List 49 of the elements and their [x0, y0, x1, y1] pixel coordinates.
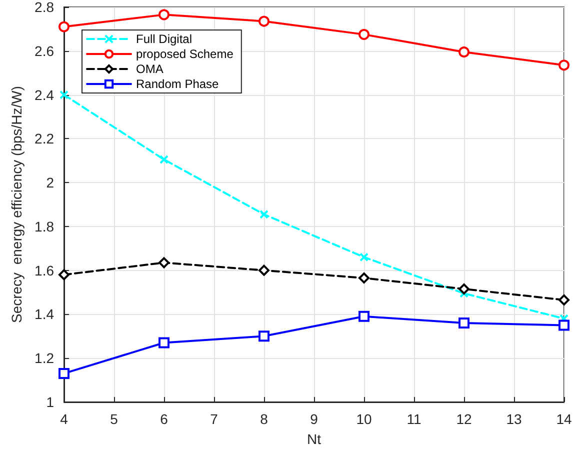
x-tick-label: 10 [356, 411, 372, 427]
x-tick-label: 11 [406, 411, 422, 427]
x-tick-label: 5 [110, 411, 118, 427]
point [158, 257, 170, 268]
x-tick-label: 12 [456, 411, 472, 427]
y-tick-label: 2.8 [34, 0, 54, 15]
point [458, 283, 470, 294]
point [458, 318, 470, 328]
point [360, 252, 368, 262]
point [258, 264, 270, 276]
y-tick-label: 2.4 [34, 86, 54, 103]
point [60, 90, 68, 100]
point [158, 9, 170, 20]
point [358, 272, 370, 284]
y-axis-title: Secrecy energy efficiency (bps/Hz/W) [8, 86, 25, 324]
legend-label: proposed Scheme [136, 47, 234, 61]
y-tick-label: 2.2 [34, 130, 54, 147]
legend-label: Full Digital [136, 32, 192, 46]
point [160, 155, 168, 164]
x-tick-label: 6 [160, 411, 168, 427]
y-tick-label: 1.4 [34, 306, 54, 322]
point [458, 46, 470, 58]
point [558, 294, 570, 306]
point [158, 337, 170, 348]
point [260, 210, 268, 219]
x-tick-label: 7 [210, 411, 218, 427]
point [258, 330, 270, 342]
x-tick-label: 9 [310, 411, 318, 427]
y-tick-label: 1.2 [34, 350, 54, 366]
point [558, 320, 570, 331]
point [558, 60, 570, 71]
x-tick-label: 4 [60, 411, 68, 427]
point [258, 16, 270, 27]
x-axis-title: Nt [307, 431, 322, 447]
y-tick-label: 1 [46, 394, 54, 410]
legend-label: OMA [136, 62, 164, 76]
x-tick-label: 13 [506, 411, 522, 427]
y-tick-label: 2 [46, 174, 54, 191]
point [58, 21, 70, 32]
point [358, 310, 370, 322]
x-tick-label: 8 [260, 411, 268, 427]
legend-label: Random Phase [136, 77, 220, 91]
y-tick-label: 1.6 [34, 262, 54, 278]
point [58, 269, 70, 280]
x-tick-label: 14 [556, 411, 572, 427]
y-tick-label: 1.8 [34, 218, 54, 234]
y-tick-label: 2.6 [34, 42, 54, 59]
point [358, 28, 370, 40]
point [58, 368, 70, 379]
